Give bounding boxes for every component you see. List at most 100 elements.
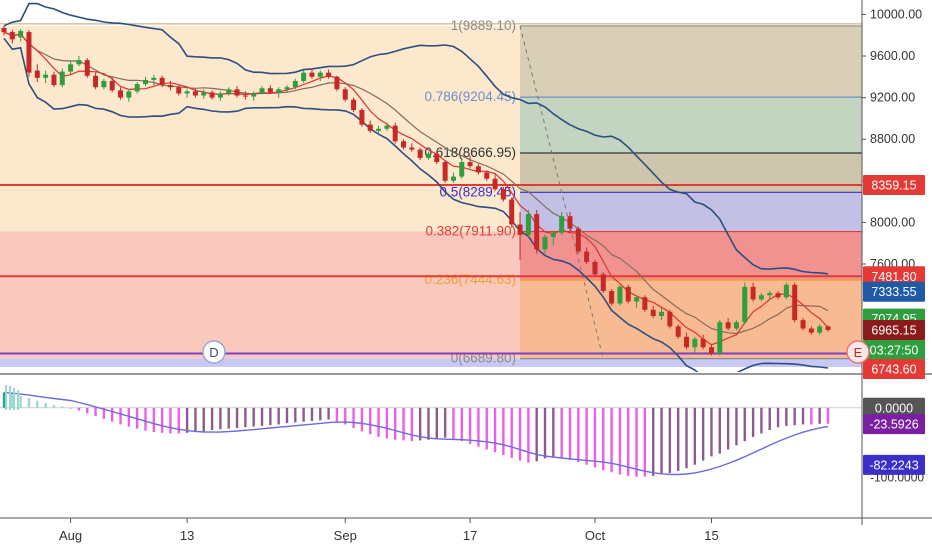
candle — [792, 282, 798, 323]
price-tag-box — [863, 340, 925, 360]
candle-body — [742, 286, 748, 323]
candle — [467, 155, 473, 169]
candle-body — [567, 216, 573, 229]
candle — [775, 291, 781, 300]
candle-body — [783, 284, 789, 298]
candle — [134, 82, 140, 94]
price-tag-box — [863, 281, 925, 302]
event-badge[interactable]: E — [846, 340, 870, 364]
candle-body — [442, 162, 448, 181]
price-tag-box — [863, 359, 925, 379]
candle-body — [625, 286, 631, 302]
candle — [500, 187, 506, 202]
candle-body — [675, 326, 681, 337]
fib-zone — [520, 280, 862, 359]
candle-body — [509, 199, 515, 225]
candle — [825, 325, 831, 332]
candle-body — [134, 84, 140, 92]
candle — [192, 88, 198, 98]
osc-price-tag: -82.2243 — [863, 454, 925, 475]
price-tag: 7333.55 — [863, 281, 925, 302]
candle-body — [267, 88, 273, 93]
candle — [376, 125, 382, 134]
candle-body — [151, 77, 157, 80]
candle-body — [93, 75, 99, 88]
candle-body — [542, 236, 548, 250]
candle-body — [409, 147, 415, 150]
price-tag-label: -23.5926 — [869, 418, 918, 432]
candle — [217, 91, 223, 101]
candle-body — [76, 60, 82, 65]
candle — [634, 295, 640, 308]
candle — [292, 78, 298, 90]
lower-band-line — [3, 37, 829, 372]
candle-body — [26, 32, 32, 73]
candle — [417, 147, 423, 160]
candle-body — [450, 176, 456, 181]
candle-body — [359, 110, 365, 125]
candle — [392, 122, 398, 144]
candle-body — [517, 224, 523, 235]
dividend-marker[interactable]: D — [202, 340, 226, 364]
price-tag-label: 6743.60 — [871, 363, 916, 377]
candle-body — [326, 72, 332, 77]
candle-body — [159, 77, 165, 86]
candle-body — [725, 322, 731, 329]
candle-body — [434, 153, 440, 163]
candle — [234, 86, 240, 98]
candle-body — [9, 32, 15, 40]
candle-body — [276, 89, 282, 93]
candle — [742, 282, 748, 325]
candle — [159, 75, 165, 88]
candle-body — [467, 162, 473, 167]
candle — [109, 76, 115, 93]
price-tag: 8359.15 — [863, 175, 925, 196]
candle — [34, 64, 40, 82]
candle-body — [18, 31, 24, 38]
candle — [509, 197, 515, 228]
fib-zone — [520, 153, 862, 193]
candle — [68, 60, 74, 75]
candle — [18, 28, 24, 42]
candle-body — [1, 27, 7, 33]
candle — [1, 25, 7, 36]
candle — [401, 139, 407, 150]
candle-body — [817, 326, 823, 333]
candle — [409, 143, 415, 152]
candle — [733, 320, 739, 331]
price-tag-label: -82.2243 — [869, 458, 918, 472]
candle — [559, 212, 565, 235]
y-tick-label: 9600.00 — [870, 49, 915, 63]
candle-body — [459, 162, 465, 177]
candle-body — [475, 166, 481, 173]
candle-body — [251, 93, 257, 97]
candle-body — [700, 338, 706, 348]
candle — [326, 69, 332, 79]
candle — [101, 78, 107, 90]
candle-body — [392, 125, 398, 142]
marker-label: D — [209, 345, 218, 360]
candle-body — [242, 95, 248, 97]
candle-body — [584, 251, 590, 262]
candle-body — [342, 89, 348, 100]
price-tag-label: 6965.15 — [871, 324, 916, 338]
candle — [309, 68, 315, 79]
candle-body — [609, 291, 615, 304]
candle — [259, 86, 265, 95]
candle — [592, 259, 598, 277]
candle-body — [51, 74, 57, 86]
candle-body — [401, 141, 407, 148]
candle-body — [708, 347, 714, 354]
candle — [167, 80, 173, 91]
price-tag-label: 8359.15 — [871, 179, 916, 193]
candle — [176, 85, 182, 96]
candle — [459, 157, 465, 179]
candle-body — [284, 87, 290, 90]
candle — [51, 71, 57, 88]
candle — [800, 318, 806, 331]
candle-body — [684, 336, 690, 348]
candle — [567, 212, 573, 233]
candle — [450, 172, 456, 183]
candle — [484, 170, 490, 181]
